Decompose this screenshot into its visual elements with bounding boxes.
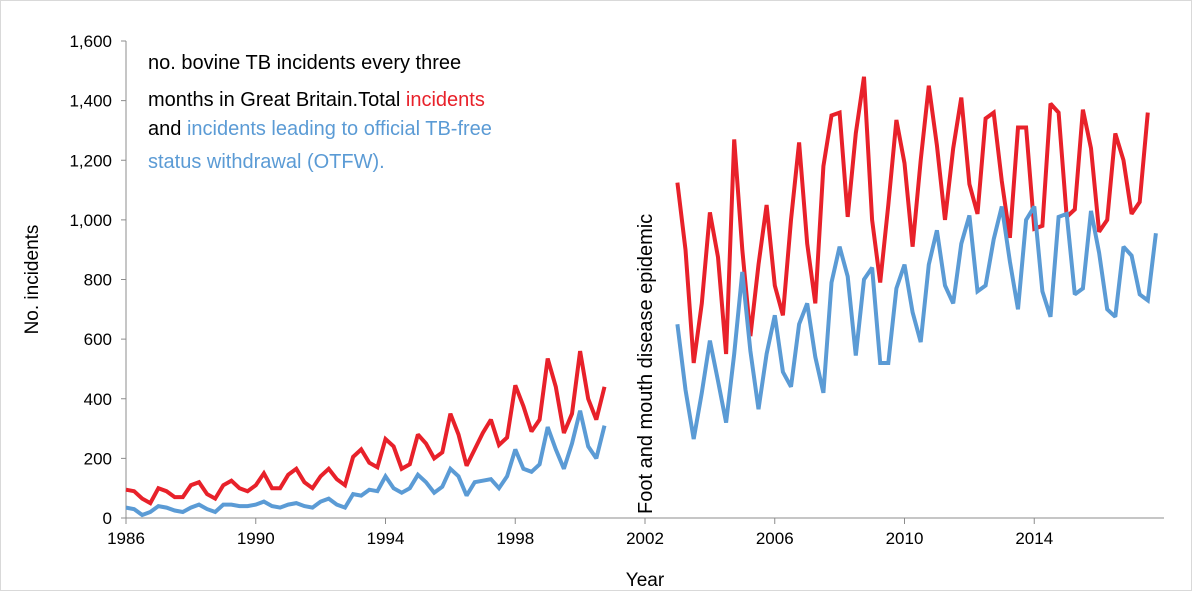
chart-text: No. incidents Year Foot and mouth diseas… [22, 52, 665, 591]
y-tick-label: 1,200 [69, 151, 112, 170]
y-tick-label: 200 [84, 449, 112, 468]
title-part-otfw-cont: status withdrawal (OTFW). [148, 151, 385, 173]
title-part: no. bovine TB incidents every three [148, 52, 461, 74]
otfw-incidents-line-segment-2 [675, 205, 1158, 440]
y-axis-title: No. incidents [22, 225, 43, 335]
y-tick-label: 800 [84, 271, 112, 290]
x-tick-label: 2014 [1015, 529, 1053, 548]
title-part-otfw: incidents leading to official TB-free [187, 118, 492, 140]
chart-title-line-1: no. bovine TB incidents every three [148, 52, 461, 74]
title-part: and [148, 118, 187, 140]
x-tick-label: 1986 [107, 529, 145, 548]
y-tick-label: 1,400 [69, 92, 112, 111]
x-tick-label: 2010 [886, 529, 924, 548]
title-part: months in Great Britain.Total [148, 89, 406, 111]
chart-title-line-4: status withdrawal (OTFW). [148, 151, 385, 173]
chart-title-line-2: months in Great Britain.Total incidents [148, 89, 485, 111]
y-tick-label: 400 [84, 390, 112, 409]
series-lines [125, 76, 1158, 518]
title-part-incidents: incidents [406, 89, 485, 111]
total-incidents-line-segment-2 [675, 76, 1150, 364]
y-tick-label: 1,000 [69, 211, 112, 230]
x-tick-label: 1994 [367, 529, 405, 548]
y-tick-label: 600 [84, 330, 112, 349]
x-tick-label: 1998 [496, 529, 534, 548]
x-axis-title: Year [626, 570, 665, 591]
otfw-incidents-line-segment-1 [125, 410, 607, 518]
x-tick-label: 1990 [237, 529, 275, 548]
y-tick-label: 1,600 [69, 32, 112, 51]
total-incidents-line-segment-1 [125, 350, 607, 506]
epidemic-annotation: Foot and mouth disease epidemic [635, 214, 657, 514]
axes: 0 200 400 600 800 1,000 1,200 1,400 1,600 1986 199… [69, 32, 1164, 548]
chart-title-line-3: and incidents leading to official TB-fre… [148, 118, 492, 140]
y-tick-label: 0 [103, 509, 112, 528]
x-tick-label: 2006 [756, 529, 794, 548]
x-tick-label: 2002 [626, 529, 664, 548]
